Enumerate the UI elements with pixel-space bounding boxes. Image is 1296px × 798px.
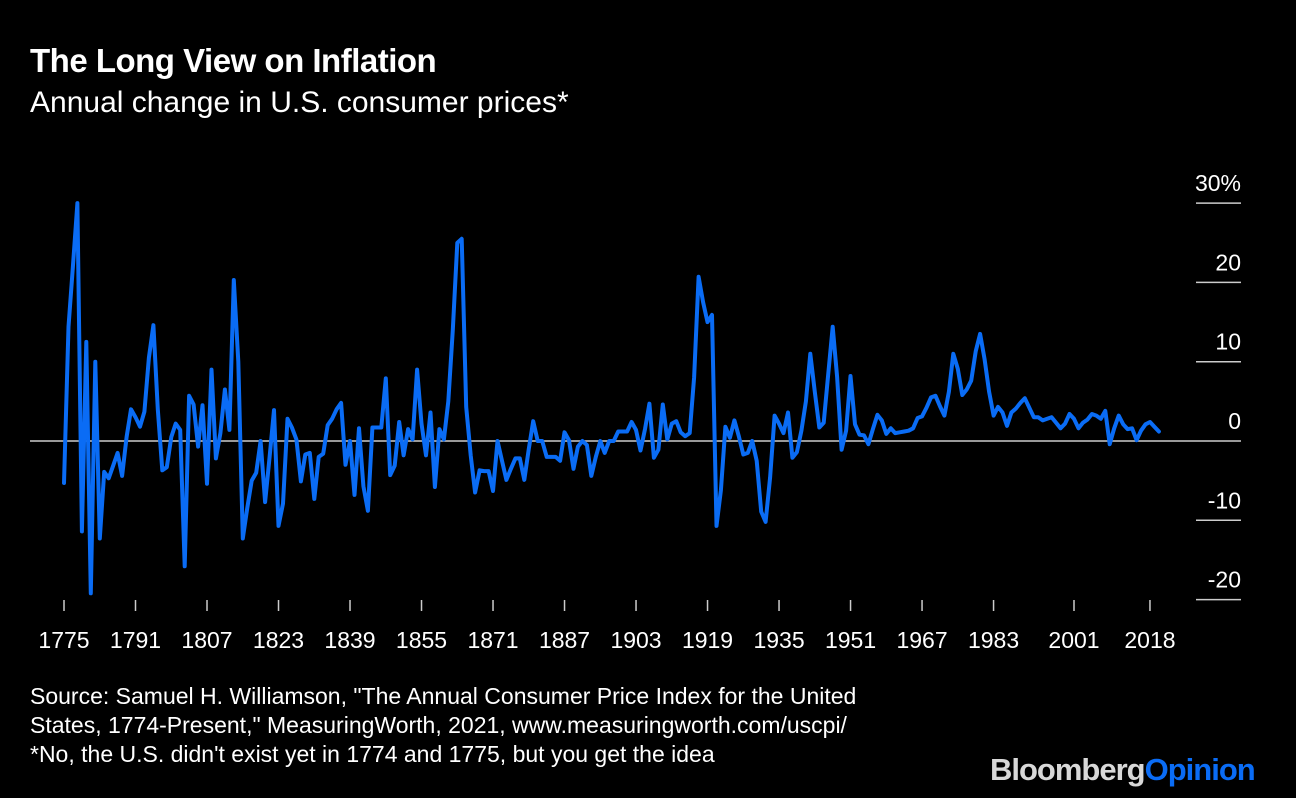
chart-subtitle: Annual change in U.S. consumer prices*	[30, 86, 569, 119]
logo-bloomberg: Bloomberg	[990, 752, 1146, 787]
y-tick-label: 10	[1215, 329, 1241, 355]
x-tick-label: 1871	[467, 627, 518, 653]
x-tick-label: 1919	[682, 627, 733, 653]
x-tick-label: 1791	[110, 627, 161, 653]
x-tick-label: 1823	[253, 627, 304, 653]
source-line-1: Source: Samuel H. Williamson, "The Annua…	[30, 683, 857, 709]
x-tick-label: 2001	[1048, 627, 1099, 653]
x-tick-label: 1903	[610, 627, 661, 653]
x-tick-label: 1775	[38, 627, 89, 653]
inflation-series-line	[62, 201, 1161, 596]
y-tick-label: 30%	[1195, 170, 1241, 196]
y-tick-label: 0	[1228, 408, 1241, 434]
x-tick-label: 1967	[896, 627, 947, 653]
y-tick-label: -20	[1208, 567, 1241, 593]
x-tick-label: 1855	[396, 627, 447, 653]
y-axis: 30% 20 10 0 -10 -20	[30, 170, 1241, 601]
series-layer	[62, 201, 1161, 596]
bloomberg-opinion-logo: BloombergOpinion	[990, 752, 1256, 788]
x-tick-label: 1839	[324, 627, 375, 653]
y-tick-label: -10	[1208, 487, 1241, 513]
footnote: *No, the U.S. didn't exist yet in 1774 a…	[30, 741, 715, 767]
chart-title: The Long View on Inflation	[30, 42, 437, 79]
y-tick-label: 20	[1215, 249, 1241, 275]
x-tick-label: 1983	[968, 627, 1019, 653]
x-tick-label: 1887	[539, 627, 590, 653]
x-tick-label: 1935	[753, 627, 804, 653]
x-axis: 1775 1791 1807 1823 1839 1855 1871 1887 1903 1919…	[38, 600, 1176, 653]
source-note: Source: Samuel H. Williamson, "The Annua…	[30, 682, 1030, 769]
x-tick-label: 1807	[181, 627, 232, 653]
x-tick-label: 2018	[1124, 627, 1175, 653]
logo-opinion: Opinion	[1144, 752, 1256, 787]
source-line-2: States, 1774-Present," MeasuringWorth, 2…	[30, 712, 847, 738]
x-tick-label: 1951	[825, 627, 876, 653]
